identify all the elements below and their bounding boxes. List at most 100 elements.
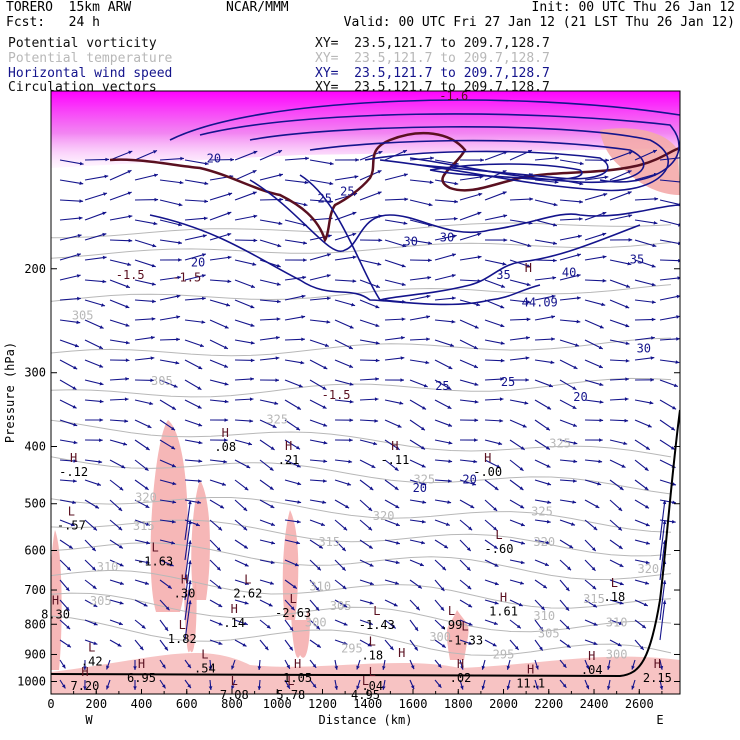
circulation-vector-head bbox=[662, 580, 667, 585]
circulation-vector bbox=[584, 176, 609, 181]
circulation-vector-head bbox=[492, 642, 497, 647]
wind-speed-label: 30 bbox=[637, 342, 651, 356]
circulation-vector-head bbox=[121, 464, 126, 469]
end-label-east: E bbox=[656, 713, 663, 727]
circulation-vector-head bbox=[576, 273, 581, 278]
circulation-vector-head bbox=[395, 560, 400, 565]
circulation-vector-head bbox=[428, 258, 432, 263]
wind-speed-label: 25 bbox=[501, 375, 515, 389]
circulation-vector-head bbox=[349, 399, 354, 404]
circulation-vector-head bbox=[548, 383, 553, 388]
circulation-vector bbox=[534, 219, 558, 227]
circulation-vector-head bbox=[99, 381, 104, 386]
circulation-vector-head bbox=[619, 486, 624, 490]
circulation-vector-head bbox=[562, 683, 567, 688]
x-tick-label: 1200 bbox=[308, 697, 337, 711]
circulation-vector-head bbox=[202, 253, 206, 257]
circulation-vector-head bbox=[493, 507, 498, 511]
circulation-vector-head bbox=[493, 545, 498, 549]
circulation-vector-head bbox=[199, 343, 204, 348]
circulation-vector-head bbox=[521, 541, 525, 545]
circulation-vector-head bbox=[197, 405, 202, 409]
extremum-letter: H bbox=[52, 594, 59, 608]
circulation-vector-head bbox=[526, 282, 531, 287]
circulation-vector-head bbox=[68, 545, 73, 549]
circulation-vector-head bbox=[520, 504, 525, 509]
circulation-vector-head bbox=[179, 180, 184, 185]
circulation-vector-head bbox=[218, 641, 223, 645]
circulation-vector-head bbox=[450, 343, 454, 347]
circulation-vector bbox=[234, 239, 258, 242]
circulation-vector-head bbox=[83, 686, 87, 690]
circulation-vector-head bbox=[171, 445, 176, 450]
circulation-vector-head bbox=[296, 540, 300, 545]
circulation-vector-head bbox=[577, 234, 582, 239]
circulation-vector bbox=[609, 191, 632, 201]
extremum-letter: L bbox=[179, 618, 186, 632]
circulation-vector-head bbox=[401, 336, 405, 340]
circulation-vector bbox=[384, 198, 409, 201]
theta-contour bbox=[51, 569, 672, 609]
circulation-vector-head bbox=[324, 343, 329, 347]
circulation-vector-head bbox=[104, 174, 109, 179]
circulation-vector-head bbox=[152, 299, 156, 304]
circulation-vector-head bbox=[102, 211, 107, 216]
circulation-vector-head bbox=[577, 296, 581, 300]
circulation-vector-head bbox=[429, 180, 434, 184]
circulation-vector-head bbox=[243, 526, 248, 531]
extremum-value: .18 bbox=[604, 590, 626, 604]
theta-contour bbox=[51, 242, 672, 259]
circulation-vector-head bbox=[378, 238, 383, 243]
circulation-vector-head bbox=[250, 358, 255, 363]
circulation-vector-head bbox=[334, 666, 338, 670]
circulation-vector-head bbox=[403, 173, 408, 177]
extremum-value: 11.1 bbox=[516, 676, 545, 690]
circulation-vector-head bbox=[520, 522, 525, 527]
circulation-vector-head bbox=[448, 441, 453, 445]
circulation-vector bbox=[159, 157, 184, 161]
circulation-vector-head bbox=[377, 191, 382, 195]
circulation-vector-head bbox=[579, 200, 583, 204]
circulation-vector-head bbox=[269, 486, 274, 490]
circulation-vector-head bbox=[103, 192, 107, 196]
circulation-vector-head bbox=[437, 663, 442, 668]
circulation-vector bbox=[559, 159, 584, 165]
theta-contour bbox=[51, 456, 672, 495]
circulation-vector-head bbox=[242, 643, 247, 647]
circulation-vector-head bbox=[460, 685, 464, 690]
circulation-vector-head bbox=[565, 625, 570, 630]
circulation-vector-head bbox=[296, 445, 300, 450]
circulation-vector-head bbox=[680, 156, 684, 160]
circulation-vector-head bbox=[73, 440, 78, 445]
pv-contour-label: -1.5 bbox=[322, 388, 351, 402]
circulation-vector-head bbox=[289, 626, 294, 631]
circulation-vector-head bbox=[270, 522, 275, 526]
circulation-vector-head bbox=[197, 500, 201, 504]
circulation-vector-head bbox=[128, 150, 133, 155]
circulation-vector-head bbox=[426, 294, 431, 299]
circulation-vector-head bbox=[403, 221, 408, 225]
circulation-vector-head bbox=[77, 234, 82, 238]
circulation-vector-head bbox=[500, 305, 505, 309]
circulation-vector-head bbox=[502, 191, 507, 195]
circulation-vector-head bbox=[197, 386, 202, 390]
extremum-value: 6.95 bbox=[127, 671, 156, 685]
circulation-vector-head bbox=[316, 644, 321, 648]
circulation-vector-head bbox=[541, 606, 545, 611]
circulation-vector-head bbox=[562, 663, 567, 668]
circulation-vector-head bbox=[368, 545, 373, 549]
circulation-vector-head bbox=[208, 686, 213, 690]
field-name-theta: Potential temperature bbox=[8, 51, 173, 66]
circulation-vector-head bbox=[201, 320, 206, 324]
circulation-vector-head bbox=[520, 581, 524, 585]
circulation-vector bbox=[659, 219, 680, 226]
circulation-vector-head bbox=[466, 566, 471, 571]
wind-speed-contour bbox=[169, 99, 680, 141]
circulation-vector-head bbox=[218, 526, 222, 531]
circulation-vector-head bbox=[329, 199, 333, 204]
circulation-vector-head bbox=[93, 622, 98, 626]
circulation-vector-head bbox=[296, 426, 300, 431]
circulation-vector-head bbox=[474, 400, 479, 404]
extremum-letter: L bbox=[88, 640, 95, 654]
extremum-value: -1.33 bbox=[447, 634, 483, 648]
